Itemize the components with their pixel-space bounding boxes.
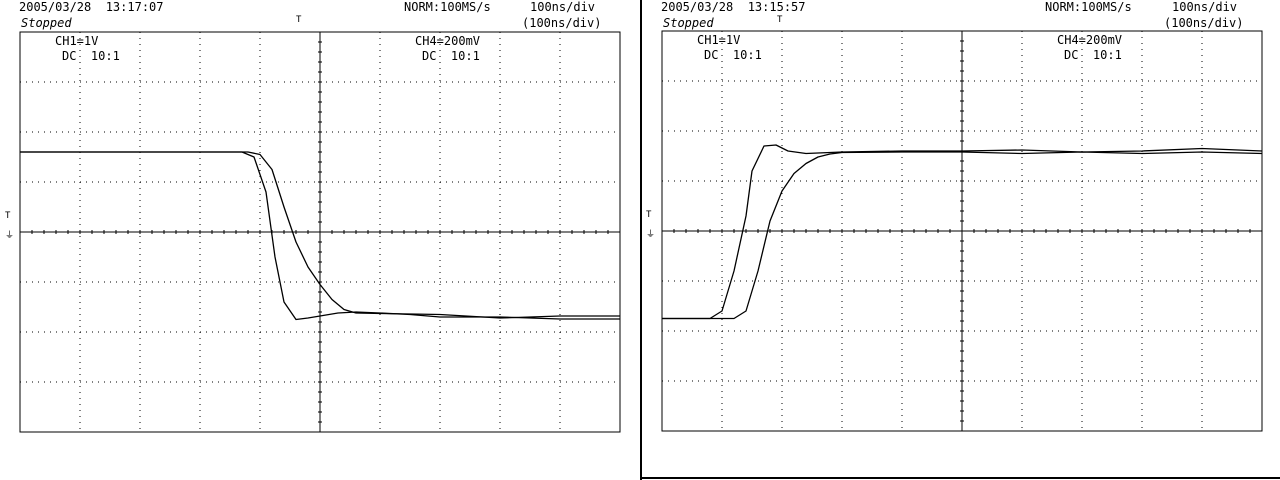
panel-bottom-border xyxy=(640,477,1280,479)
timestamp: 2005/03/28 13:17:07 xyxy=(19,0,164,14)
trace-channel-2 xyxy=(662,151,1263,320)
trigger-position-marker: T xyxy=(777,15,783,25)
acquisition-mode: NORM:100MS/s xyxy=(1045,0,1132,14)
ch1-coupling-label: DC 10:1 xyxy=(62,49,120,63)
ground-reference-icon: ⏚ xyxy=(5,231,15,241)
status-label: Stopped xyxy=(21,16,72,30)
ch1-coupling-label: DC 10:1 xyxy=(704,48,762,62)
status-label: Stopped xyxy=(663,16,714,30)
ch4-scale-label: CH4=200mV xyxy=(1057,33,1123,47)
timebase-label: 100ns/div xyxy=(1172,0,1238,14)
timebase-sub-label: (100ns/div) xyxy=(1164,16,1244,30)
trace-channel-2 xyxy=(20,151,620,319)
acquisition-mode: NORM:100MS/s xyxy=(404,0,491,14)
ch1-scale-label: CH1=1V xyxy=(55,34,99,48)
ch4-coupling-label: DC 10:1 xyxy=(422,49,480,63)
trigger-position-marker: T xyxy=(296,15,302,25)
trigger-level-marker: T xyxy=(5,211,11,221)
scope-panel-right: 2005/03/28 13:15:57 Stopped NORM:100MS/s… xyxy=(640,0,1280,480)
ch1-scale-label: CH1=1V xyxy=(697,33,741,47)
scope-panel-left: 2005/03/28 13:17:07 Stopped NORM:100MS/s… xyxy=(0,0,630,480)
trigger-level-marker: T xyxy=(646,210,652,220)
ch4-coupling-label: DC 10:1 xyxy=(1064,48,1122,62)
oscilloscope-plot xyxy=(19,31,621,433)
oscilloscope-plot xyxy=(661,30,1263,432)
timebase-sub-label: (100ns/div) xyxy=(522,16,602,30)
ch4-scale-label: CH4=200mV xyxy=(415,34,481,48)
trace-channel-1 xyxy=(20,151,620,321)
timestamp: 2005/03/28 13:15:57 xyxy=(661,0,806,14)
ground-reference-icon: ⏚ xyxy=(646,230,656,240)
timebase-label: 100ns/div xyxy=(530,0,596,14)
panel-divider xyxy=(640,0,642,480)
